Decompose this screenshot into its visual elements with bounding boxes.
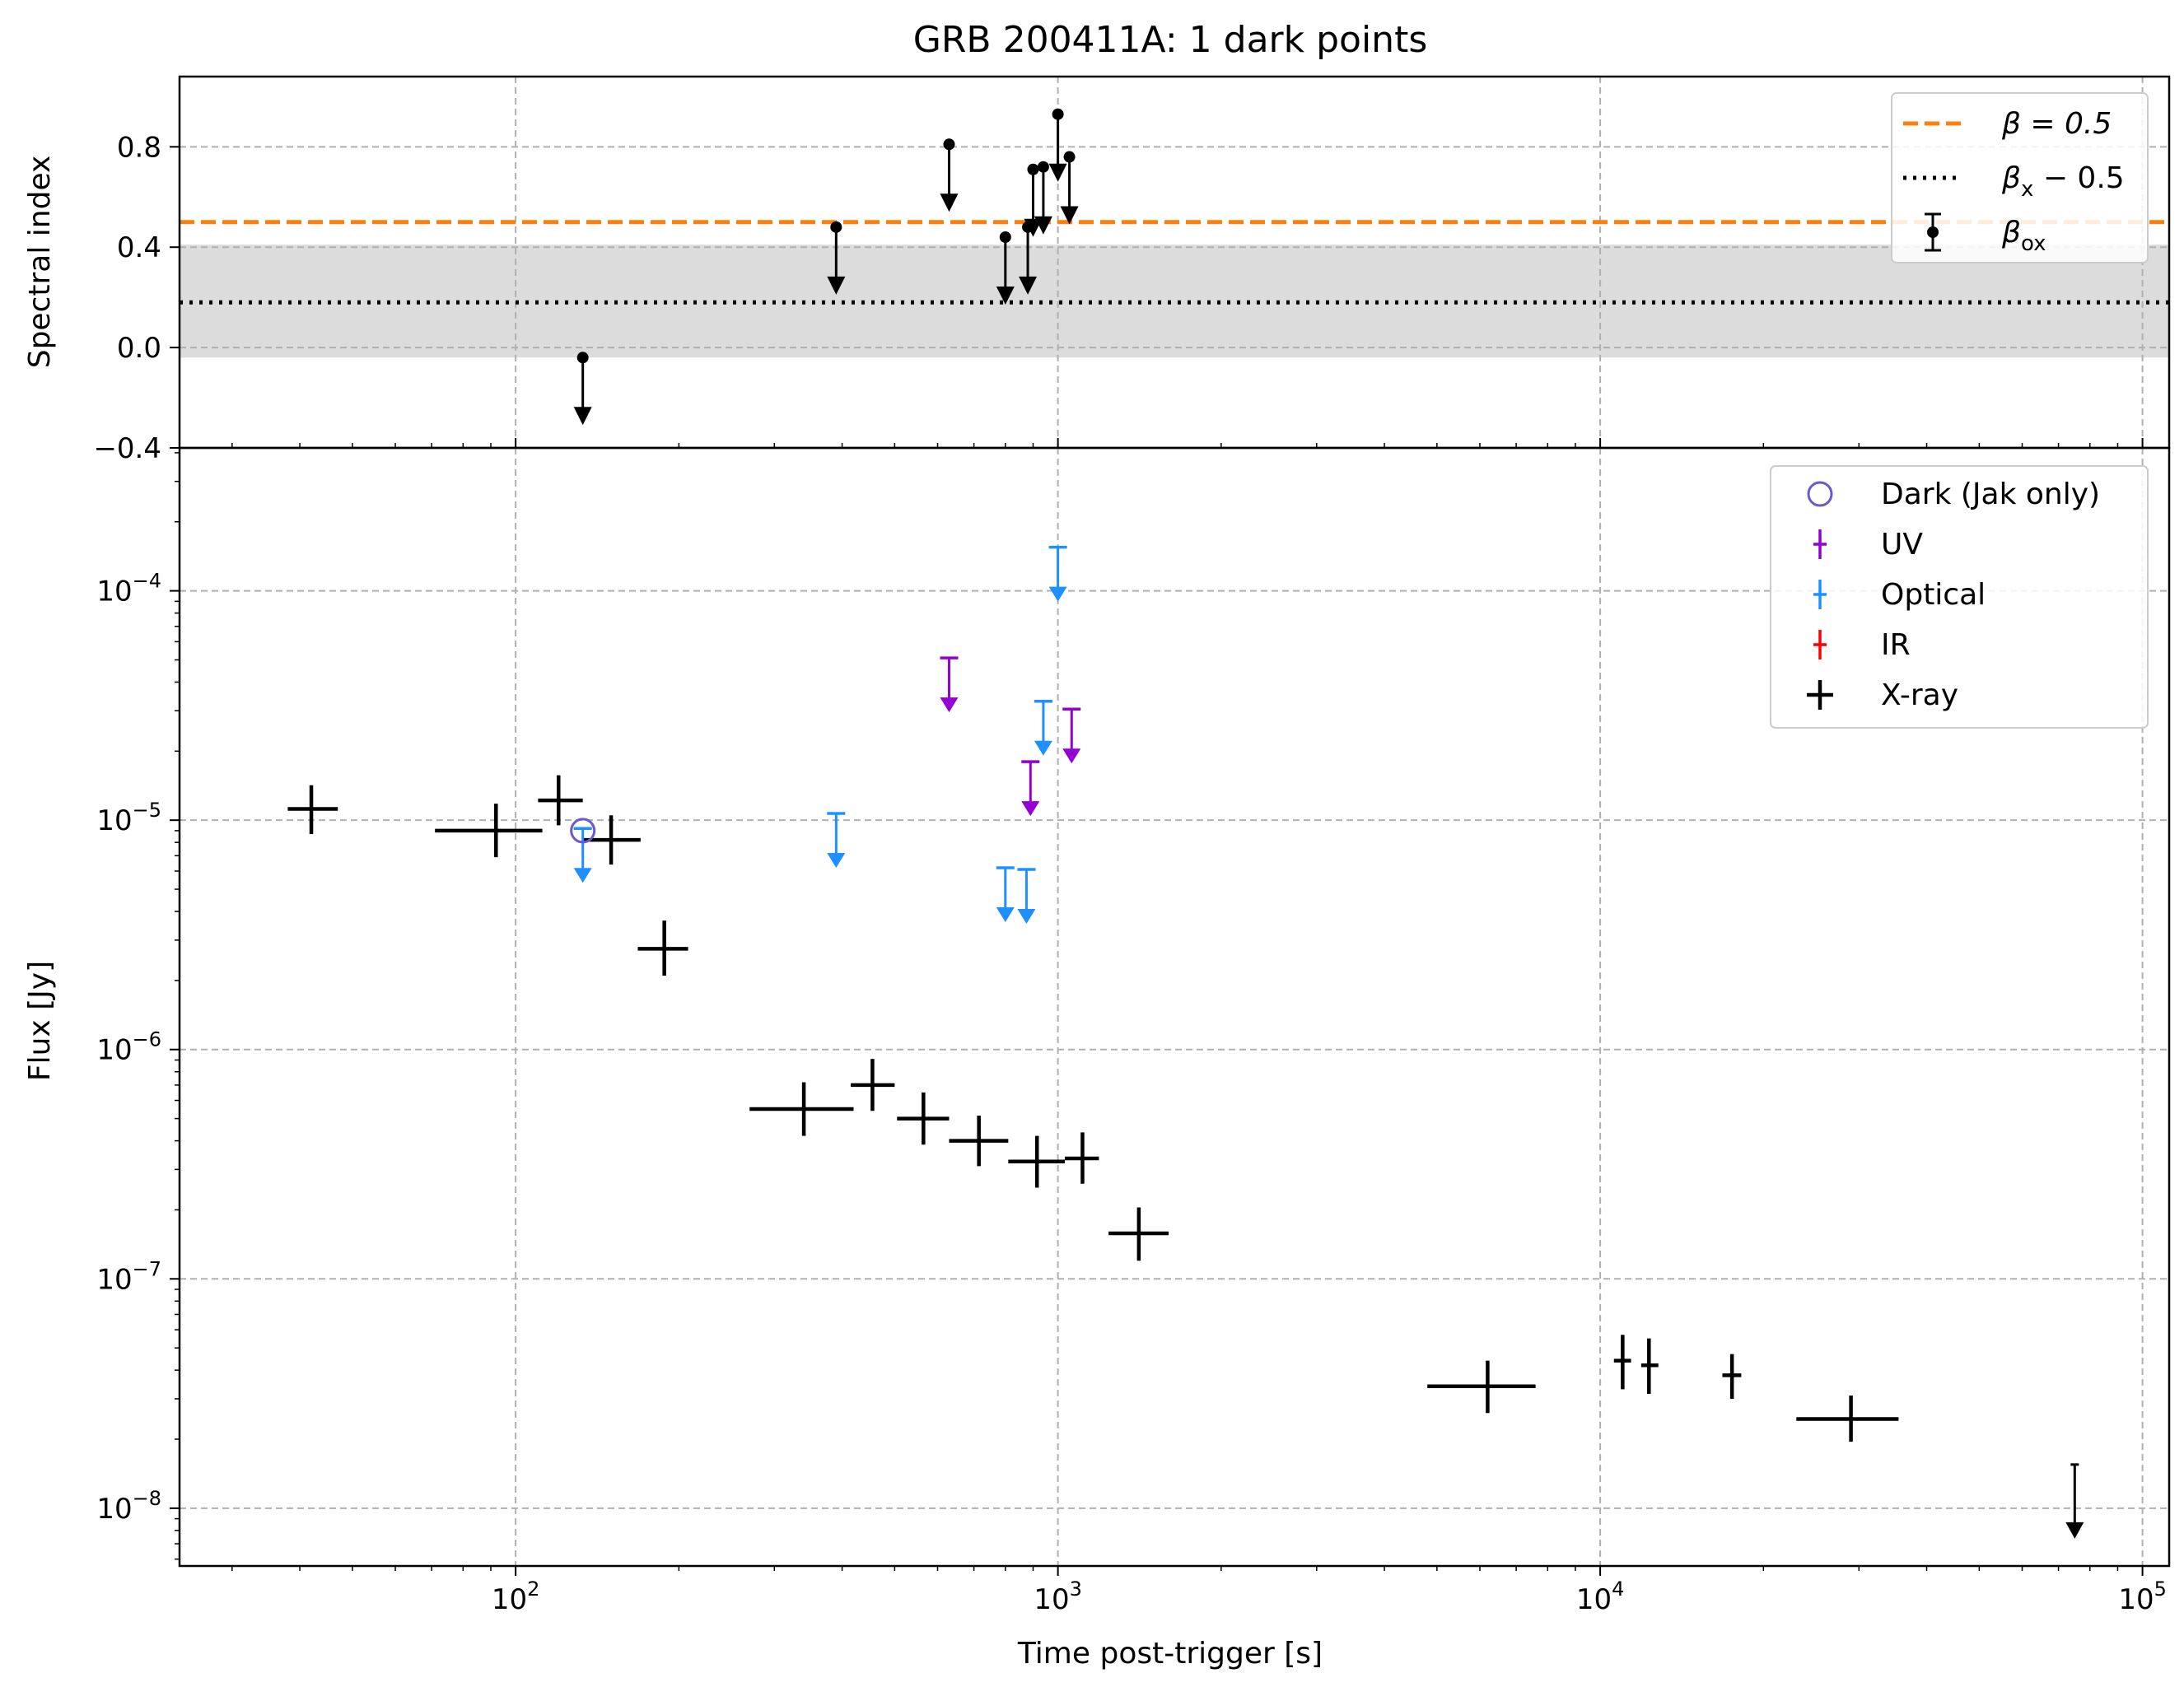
bottom-legend-box (1770, 465, 2149, 729)
top-y-axis-label: Spectral index (23, 156, 57, 369)
x-tick-label-2: 104 (1576, 1577, 1625, 1616)
x-tick-label-0: 102 (492, 1577, 540, 1616)
beta-ox-point-1 (830, 221, 842, 233)
optical-limit-4-head (1034, 740, 1052, 756)
beta-ox-point-2 (943, 138, 955, 151)
x-ray-limit-0-head (2065, 1522, 2084, 1539)
beta-ox-limit-4-head (1019, 276, 1038, 295)
top-legend-label-1: βx − 0.5 (2001, 161, 2125, 202)
top-legend-label-0: β = 0.5 (2001, 107, 2112, 141)
beta-ox-limit-8-head (1060, 206, 1079, 225)
beta-ox-point-8 (1063, 151, 1076, 163)
x-tick-label-3: 105 (2118, 1577, 2167, 1616)
uv-limit-2-head (1062, 748, 1081, 764)
bottom-y-tick-label-0: 10−4 (96, 570, 161, 608)
beta-ox-point-6 (1037, 161, 1049, 173)
beta-ox-point-0 (576, 352, 589, 364)
bottom-y-tick-label-1: 10−5 (96, 799, 161, 837)
top-legend-label-2: βox (2001, 216, 2046, 256)
top-y-tick-label-0: 0.8 (117, 131, 161, 164)
bottom-axes-frame (178, 446, 2171, 1568)
optical-limit-3-head (1017, 908, 1036, 924)
flux-panel: Dark (Jak only) UV Optical IR X-ray 10−4 10−5 1… (96, 446, 2171, 1616)
top-y-tick-label-1: 0.4 (117, 231, 161, 264)
beta-x-uncertainty-band (180, 245, 2169, 358)
top-y-tick-label-3: −0.4 (93, 432, 161, 465)
bottom-legend-label-0: Dark (Jak only) (1881, 478, 2100, 511)
top-y-tick-label-2: 0.0 (117, 332, 161, 365)
bottom-legend-label-1: UV (1881, 528, 1923, 562)
optical-limit-1-head (827, 852, 846, 868)
beta-ox-limit-1-head (827, 276, 846, 295)
beta-ox-point-3 (999, 231, 1011, 244)
beta-ox-limit-2-head (940, 193, 959, 212)
bottom-y-tick-label-3: 10−7 (96, 1257, 161, 1296)
top-legend-dot (1927, 226, 1939, 238)
chart-title: GRB 200411A: 1 dark points (913, 19, 1428, 61)
beta-ox-limit-6-head (1034, 216, 1052, 235)
beta-ox-limit-0-head (573, 407, 592, 426)
beta-ox-point-5 (1027, 163, 1039, 175)
uv-limit-1-head (1021, 801, 1040, 817)
bottom-legend-label-3: IR (1881, 628, 1911, 662)
bottom-y-axis-label: Flux [Jy] (23, 961, 57, 1081)
beta-ox-limit-5-head (1024, 218, 1043, 237)
spectral-index-panel: β = 0.5 βx − 0.5 βox 0.8 0.4 0.0 −0.4 (93, 75, 2171, 465)
uv-limit-0-head (940, 697, 959, 713)
top-legend-box (1891, 92, 2149, 263)
x-axis-label: Time post-trigger [s] (1017, 1637, 1323, 1671)
beta-ox-point-7 (1052, 108, 1064, 120)
optical-limit-0-head (573, 868, 592, 883)
beta-ox-limit-7-head (1048, 163, 1067, 182)
optical-limit-2-head (996, 907, 1015, 923)
bottom-legend-label-4: X-ray (1881, 678, 1958, 712)
bottom-y-tick-label-4: 10−8 (96, 1487, 161, 1526)
bottom-legend-label-2: Optical (1881, 578, 1986, 612)
dark-point-marker-0 (570, 818, 596, 844)
bottom-legend-swatch-0 (1807, 481, 1833, 507)
x-tick-label-1: 103 (1034, 1577, 1082, 1616)
optical-limit-5-head (1048, 586, 1067, 602)
beta-ox-limit-3-head (996, 287, 1015, 305)
bottom-y-tick-label-2: 10−6 (96, 1028, 161, 1067)
